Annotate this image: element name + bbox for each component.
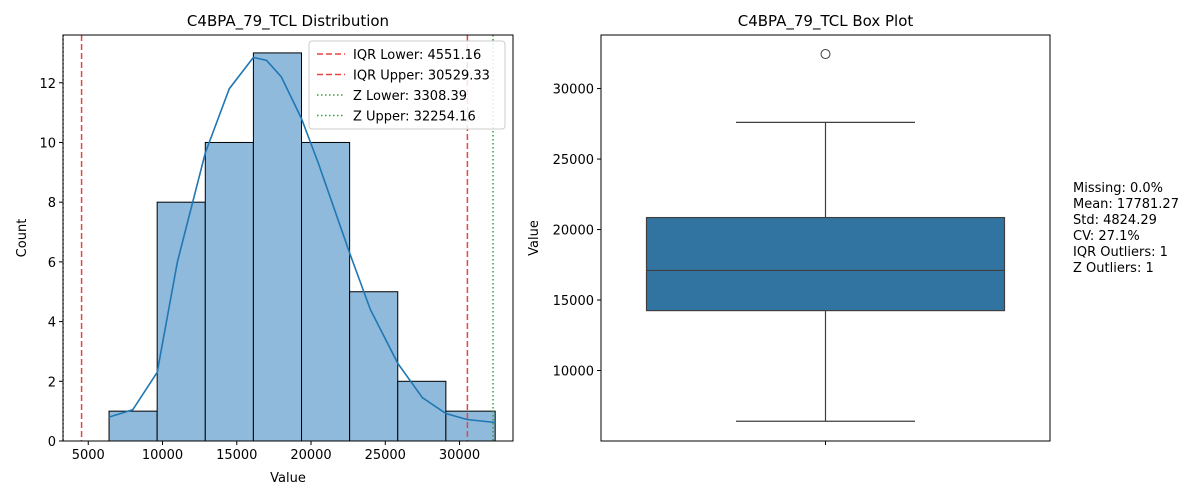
hist-ylabel: Count <box>15 219 30 258</box>
hist-y-tick-label: 12 <box>39 77 56 92</box>
hist-bar-1 <box>108 410 158 442</box>
box-y-tick-label: 20000 <box>553 224 594 239</box>
hist-x-tick-label: 5000 <box>72 448 105 463</box>
stats-panel: Missing: 0.0% Mean: 17781.27 Std: 4824.2… <box>1073 181 1179 277</box>
hist-title: C4BPA_79_TCL Distribution <box>187 12 389 31</box>
hist-x-tick-label: 30000 <box>439 448 480 463</box>
hist-bar-4 <box>252 52 303 442</box>
box-iqr-rect <box>645 216 1006 312</box>
hist-y-tick-label: 6 <box>48 256 56 271</box>
hist-x-tick-label: 10000 <box>142 448 183 463</box>
hist-y-tick-label: 0 <box>48 435 56 450</box>
hist-x-tick-label: 20000 <box>290 448 331 463</box>
legend-label-2: IQR Upper: 30529.33 <box>353 69 490 84</box>
legend-label-4: Z Upper: 32254.16 <box>353 110 476 125</box>
hist-xlabel: Value <box>270 471 306 486</box>
legend-box <box>308 40 506 130</box>
hist-bar-6 <box>349 291 399 442</box>
legend-label-1: IQR Lower: 4551.16 <box>353 48 481 63</box>
box-title: C4BPA_79_TCL Box Plot <box>738 12 914 31</box>
stat-mean: Mean: 17781.27 <box>1073 197 1179 212</box>
hist-x-tick-label: 25000 <box>365 448 406 463</box>
box-ylabel: Value <box>527 220 542 256</box>
legend-label-3: Z Lower: 3308.39 <box>353 89 467 104</box>
stat-missing: Missing: 0.0% <box>1073 181 1164 196</box>
hist-y-tick-label: 4 <box>48 316 56 331</box>
box-y-tick-label: 30000 <box>553 83 594 98</box>
box-y-tick-label: 25000 <box>553 153 594 168</box>
box-outlier-1 <box>820 49 831 60</box>
hist-x-tick-label: 15000 <box>216 448 257 463</box>
stat-cv: CV: 27.1% <box>1073 229 1140 244</box>
hist-y-tick-label: 2 <box>48 375 56 390</box>
hist-y-tick-label: 8 <box>48 196 56 211</box>
kde-curve <box>108 56 496 424</box>
stat-iqr-outliers: IQR Outliers: 1 <box>1073 245 1168 260</box>
hist-bar-2 <box>156 201 206 442</box>
hist-bar-5 <box>301 141 351 442</box>
box-y-tick-label: 15000 <box>553 294 594 309</box>
box-y-tick-label: 10000 <box>553 365 594 380</box>
hist-bar-7 <box>397 380 447 442</box>
stat-z-outliers: Z Outliers: 1 <box>1073 261 1154 276</box>
hist-y-tick-label: 10 <box>39 136 56 151</box>
hist-bar-3 <box>204 141 254 442</box>
stat-std: Std: 4824.29 <box>1073 213 1157 228</box>
histogram-axes-frame <box>62 34 514 442</box>
